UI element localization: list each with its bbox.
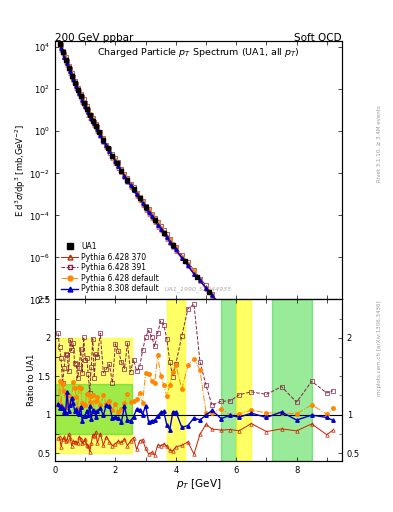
Bar [236, 300, 251, 461]
X-axis label: $p_T$ [GeV]: $p_T$ [GeV] [176, 477, 221, 492]
Text: Soft QCD: Soft QCD [294, 33, 342, 44]
Legend: UA1, Pythia 6.428 370, Pythia 6.428 391, Pythia 6.428 default, Pythia 8.308 defa: UA1, Pythia 6.428 370, Pythia 6.428 391,… [59, 240, 161, 295]
Y-axis label: Ratio to UA1: Ratio to UA1 [27, 354, 36, 406]
Text: Charged Particle $p_T$ Spectrum (UA1, all $p_T$): Charged Particle $p_T$ Spectrum (UA1, al… [97, 46, 300, 59]
Text: 200 GeV ppbar: 200 GeV ppbar [55, 33, 133, 44]
Text: UA1_1990_S2044935: UA1_1990_S2044935 [165, 286, 232, 291]
Bar [167, 300, 185, 461]
Text: mcplots.cern.ch [arXiv:1306.3436]: mcplots.cern.ch [arXiv:1306.3436] [377, 301, 382, 396]
Bar [55, 338, 132, 453]
Bar [221, 300, 236, 461]
Text: Rivet 3.1.10, ≥ 3.4M events: Rivet 3.1.10, ≥ 3.4M events [377, 105, 382, 182]
Y-axis label: E d$^3\sigma$/dp$^3$ [mb,GeV$^{-2}$]: E d$^3\sigma$/dp$^3$ [mb,GeV$^{-2}$] [13, 123, 28, 217]
Bar [55, 384, 132, 434]
Bar [272, 300, 312, 461]
